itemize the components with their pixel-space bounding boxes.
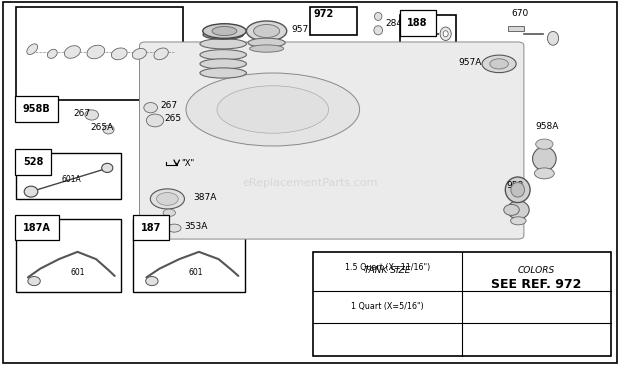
Ellipse shape [503, 204, 520, 215]
Text: 188: 188 [407, 18, 428, 28]
Text: 267: 267 [73, 109, 91, 118]
Ellipse shape [534, 168, 554, 179]
Text: 284: 284 [386, 19, 402, 28]
Ellipse shape [132, 49, 146, 59]
Ellipse shape [203, 30, 243, 39]
Ellipse shape [374, 12, 382, 20]
Text: 958A: 958A [536, 122, 559, 131]
Text: SEE REF. 972: SEE REF. 972 [491, 278, 582, 291]
Bar [133, 219, 245, 292]
Ellipse shape [217, 86, 329, 133]
Ellipse shape [64, 46, 81, 58]
Ellipse shape [112, 48, 127, 60]
FancyBboxPatch shape [140, 42, 524, 239]
Text: 972: 972 [313, 9, 334, 19]
Text: 265: 265 [164, 114, 182, 123]
Ellipse shape [24, 186, 38, 197]
Text: eReplacementParts.com: eReplacementParts.com [242, 177, 378, 188]
Text: TANK SIZE: TANK SIZE [365, 266, 410, 275]
Text: 958: 958 [507, 181, 524, 190]
Ellipse shape [167, 224, 181, 232]
Ellipse shape [156, 193, 179, 205]
Bar [400, 15, 456, 53]
Bar [16, 219, 121, 292]
Text: 265A: 265A [90, 123, 113, 132]
Ellipse shape [374, 26, 383, 35]
Ellipse shape [85, 110, 99, 120]
Bar [405, 16, 422, 28]
Ellipse shape [200, 59, 246, 69]
Ellipse shape [186, 73, 360, 146]
Bar [16, 7, 183, 100]
Ellipse shape [533, 147, 556, 171]
Ellipse shape [146, 114, 164, 127]
Text: 601: 601 [70, 268, 85, 277]
Ellipse shape [144, 103, 157, 113]
Bar [310, 7, 356, 35]
Ellipse shape [150, 189, 185, 209]
Ellipse shape [536, 139, 553, 149]
Ellipse shape [203, 24, 246, 38]
Ellipse shape [505, 177, 530, 203]
Text: 958B: 958B [23, 104, 51, 114]
Ellipse shape [249, 45, 284, 52]
Bar [508, 26, 524, 31]
Text: 387A: 387A [193, 193, 217, 201]
Text: 601: 601 [188, 268, 203, 277]
Ellipse shape [103, 125, 114, 134]
Text: 1 Quart (X=5/16"): 1 Quart (X=5/16") [351, 303, 424, 311]
Ellipse shape [28, 277, 40, 285]
Ellipse shape [48, 49, 57, 58]
Ellipse shape [443, 31, 448, 37]
Ellipse shape [510, 217, 526, 225]
Text: 957: 957 [291, 25, 309, 34]
Ellipse shape [87, 45, 105, 59]
Ellipse shape [507, 201, 529, 219]
Text: 528: 528 [23, 157, 43, 167]
Ellipse shape [247, 21, 286, 41]
Ellipse shape [248, 38, 285, 47]
Ellipse shape [27, 44, 38, 54]
Ellipse shape [154, 48, 169, 60]
Ellipse shape [440, 27, 451, 41]
Bar [16, 153, 121, 199]
Bar [313, 252, 611, 356]
Ellipse shape [254, 24, 280, 38]
Ellipse shape [212, 26, 237, 35]
Text: 1.5 Quart (X=11/16"): 1.5 Quart (X=11/16") [345, 263, 430, 272]
Ellipse shape [200, 39, 246, 49]
Ellipse shape [163, 209, 175, 216]
Text: 187A: 187A [23, 223, 51, 233]
Text: 267: 267 [160, 101, 177, 110]
Text: COLORS: COLORS [518, 266, 555, 275]
Ellipse shape [146, 277, 158, 285]
Text: 957A: 957A [459, 58, 482, 66]
Ellipse shape [511, 182, 525, 197]
Text: "X": "X" [181, 159, 194, 168]
Text: 601A: 601A [61, 175, 81, 184]
Ellipse shape [102, 163, 113, 172]
Text: 353A: 353A [185, 222, 208, 231]
Text: 187: 187 [141, 223, 161, 233]
Ellipse shape [154, 223, 172, 233]
FancyBboxPatch shape [121, 31, 542, 250]
Ellipse shape [547, 31, 559, 45]
Ellipse shape [200, 50, 246, 60]
Text: 670: 670 [511, 9, 528, 18]
Ellipse shape [490, 59, 508, 69]
Ellipse shape [482, 55, 516, 73]
Ellipse shape [200, 68, 246, 78]
